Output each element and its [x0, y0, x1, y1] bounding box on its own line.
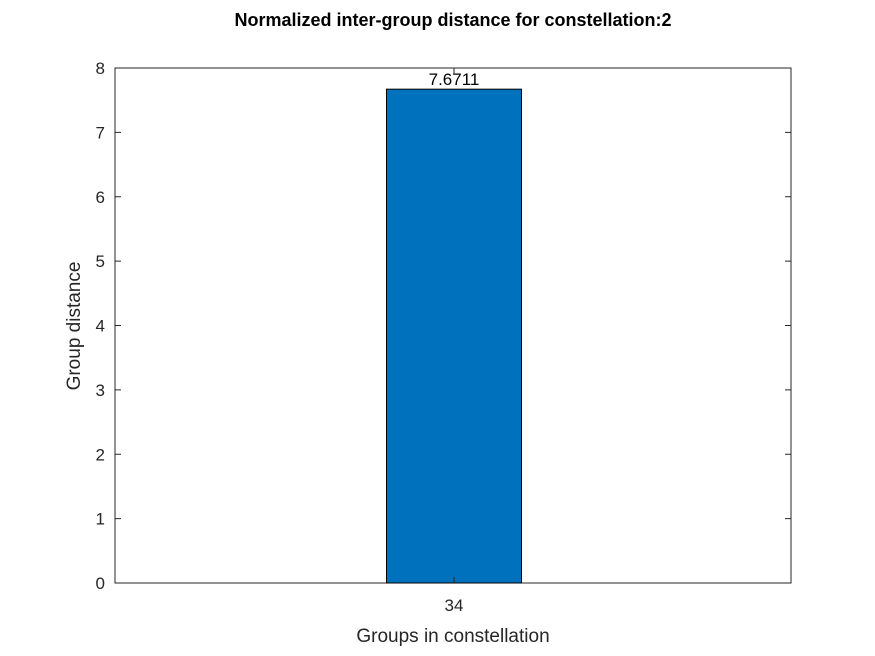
- y-tick-label: 5: [96, 252, 105, 271]
- y-axis: 0 1 2 3 4 5 6 7 8: [96, 59, 791, 593]
- y-tick-label: 7: [96, 123, 105, 142]
- y-tick-label: 4: [96, 317, 105, 336]
- y-tick-label: 1: [96, 510, 105, 529]
- y-tick-label: 2: [96, 445, 105, 464]
- y-tick-label: 6: [96, 188, 105, 207]
- y-tick-label: 3: [96, 381, 105, 400]
- chart-title: Normalized inter-group distance for cons…: [234, 10, 671, 30]
- x-axis-label: Groups in constellation: [356, 626, 549, 647]
- bar: [386, 88, 522, 584]
- x-tick-label: 34: [445, 596, 464, 615]
- bar-series: 7.6711: [386, 70, 522, 584]
- y-tick-label: 8: [96, 59, 105, 78]
- bar-value-label: 7.6711: [429, 70, 480, 89]
- x-axis: 34: [445, 68, 464, 615]
- y-tick-label: 0: [96, 574, 105, 593]
- y-axis-label: Group distance: [64, 262, 85, 391]
